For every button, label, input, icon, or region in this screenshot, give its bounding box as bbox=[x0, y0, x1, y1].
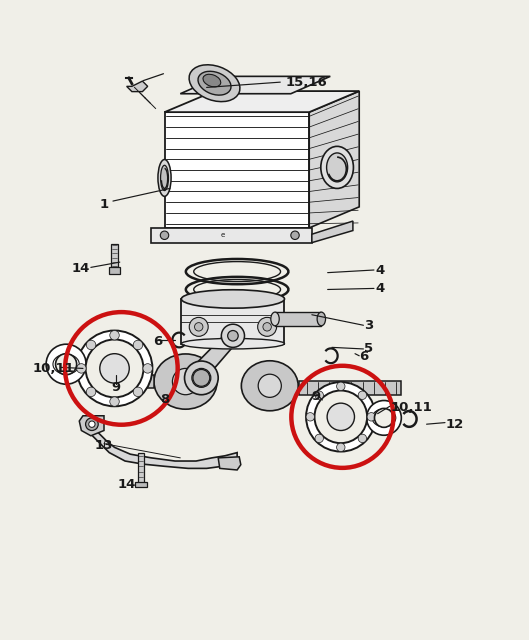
Ellipse shape bbox=[317, 312, 325, 326]
Circle shape bbox=[221, 324, 244, 348]
Polygon shape bbox=[165, 91, 359, 112]
Ellipse shape bbox=[181, 339, 285, 349]
Bar bbox=[112, 244, 117, 268]
Text: 10,11: 10,11 bbox=[33, 362, 75, 375]
Circle shape bbox=[143, 364, 152, 373]
Bar bbox=[86, 375, 154, 388]
Text: 5: 5 bbox=[364, 342, 373, 355]
Circle shape bbox=[336, 443, 345, 452]
Ellipse shape bbox=[198, 71, 231, 95]
Circle shape bbox=[172, 369, 199, 395]
Circle shape bbox=[133, 340, 143, 349]
Ellipse shape bbox=[181, 290, 285, 308]
Circle shape bbox=[258, 317, 277, 336]
Circle shape bbox=[86, 387, 96, 397]
Text: 1: 1 bbox=[99, 198, 108, 211]
Bar bbox=[275, 312, 321, 326]
Circle shape bbox=[133, 387, 143, 397]
Circle shape bbox=[367, 401, 402, 435]
Text: 14: 14 bbox=[71, 262, 89, 275]
Text: 4: 4 bbox=[375, 264, 384, 276]
Text: 13: 13 bbox=[95, 439, 113, 452]
Text: e: e bbox=[220, 232, 224, 238]
Polygon shape bbox=[190, 336, 242, 386]
Circle shape bbox=[263, 323, 271, 331]
Circle shape bbox=[192, 369, 211, 387]
Circle shape bbox=[77, 364, 86, 373]
Ellipse shape bbox=[321, 147, 353, 188]
Circle shape bbox=[327, 403, 354, 431]
Bar bbox=[110, 268, 120, 274]
Circle shape bbox=[367, 413, 376, 421]
Ellipse shape bbox=[154, 354, 217, 409]
Polygon shape bbox=[79, 416, 104, 436]
Circle shape bbox=[291, 231, 299, 239]
Text: 9: 9 bbox=[112, 381, 121, 394]
Circle shape bbox=[89, 421, 95, 428]
Circle shape bbox=[358, 434, 367, 443]
Ellipse shape bbox=[271, 312, 279, 326]
Circle shape bbox=[86, 418, 98, 431]
Bar bbox=[181, 299, 285, 344]
Text: 3: 3 bbox=[364, 319, 373, 332]
Ellipse shape bbox=[158, 159, 171, 196]
Ellipse shape bbox=[189, 65, 240, 102]
Circle shape bbox=[189, 317, 208, 336]
Circle shape bbox=[227, 330, 238, 341]
Circle shape bbox=[185, 361, 218, 395]
Circle shape bbox=[315, 434, 323, 443]
Polygon shape bbox=[312, 221, 353, 243]
Circle shape bbox=[86, 339, 143, 397]
Circle shape bbox=[306, 382, 376, 452]
Text: 14: 14 bbox=[117, 477, 136, 491]
Polygon shape bbox=[126, 81, 148, 92]
Circle shape bbox=[306, 413, 315, 421]
Circle shape bbox=[358, 391, 367, 399]
Circle shape bbox=[100, 354, 129, 383]
Bar bbox=[138, 452, 144, 484]
Bar bbox=[299, 381, 402, 395]
Ellipse shape bbox=[326, 153, 348, 182]
Circle shape bbox=[315, 390, 367, 443]
Bar bbox=[135, 482, 147, 487]
Circle shape bbox=[86, 340, 96, 349]
Circle shape bbox=[193, 369, 210, 387]
Circle shape bbox=[77, 330, 152, 406]
Circle shape bbox=[375, 408, 394, 428]
Text: 8: 8 bbox=[160, 394, 169, 406]
Polygon shape bbox=[218, 457, 241, 470]
Ellipse shape bbox=[203, 74, 221, 87]
Text: 6: 6 bbox=[359, 350, 369, 364]
Text: 4: 4 bbox=[375, 282, 384, 295]
Ellipse shape bbox=[241, 361, 298, 411]
Circle shape bbox=[160, 231, 169, 239]
Circle shape bbox=[46, 344, 86, 384]
Circle shape bbox=[56, 354, 77, 375]
Circle shape bbox=[110, 330, 119, 340]
Circle shape bbox=[336, 382, 345, 390]
Text: 9: 9 bbox=[312, 390, 321, 403]
Polygon shape bbox=[87, 416, 237, 468]
Text: 6: 6 bbox=[153, 335, 163, 348]
Text: 15,16: 15,16 bbox=[286, 76, 327, 89]
Circle shape bbox=[195, 323, 203, 331]
Polygon shape bbox=[309, 91, 359, 228]
Polygon shape bbox=[180, 76, 330, 93]
Circle shape bbox=[315, 391, 323, 399]
Text: 10,11: 10,11 bbox=[391, 401, 433, 414]
Bar bbox=[165, 112, 309, 228]
Circle shape bbox=[258, 374, 281, 397]
Ellipse shape bbox=[161, 165, 168, 191]
Circle shape bbox=[110, 397, 119, 406]
Text: 12: 12 bbox=[446, 418, 464, 431]
Bar bbox=[151, 228, 312, 243]
